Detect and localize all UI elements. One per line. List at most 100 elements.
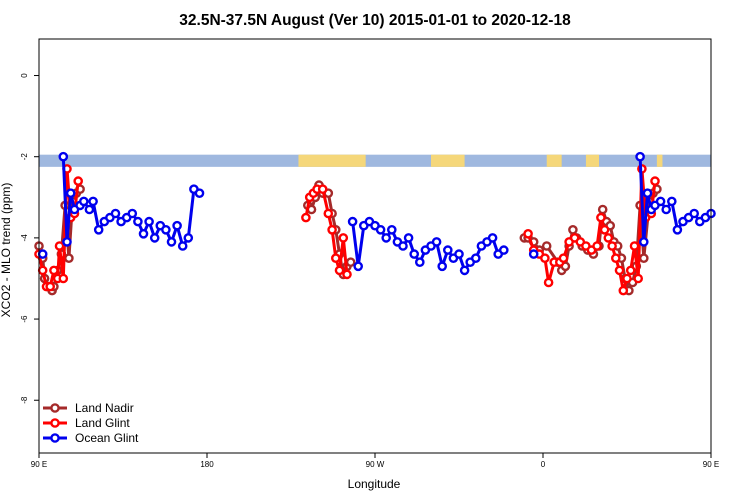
land-glint-point (650, 176, 660, 186)
ocean-glint-point (127, 208, 138, 219)
x-tick-label: 180 (200, 460, 214, 469)
land-glint-point (342, 269, 352, 280)
land-glint-point (540, 253, 550, 264)
ocean-glint-point (672, 224, 683, 235)
ocean-glint-point (431, 237, 442, 247)
ocean-glint-point (149, 233, 160, 243)
legend-label: Land Nadir (75, 401, 134, 415)
y-tick-label: -6 (20, 315, 29, 323)
land-glint-point (323, 208, 334, 219)
land-segment-1 (431, 154, 465, 167)
ocean-glint-point (194, 188, 205, 198)
x-tick-label: 90 E (31, 460, 47, 469)
land-glint-point (599, 224, 610, 235)
ocean-glint-point (403, 233, 414, 243)
y-axis-label: XCO2 - MLO trend (ppm) (0, 183, 13, 318)
y-tick-label: 0 (20, 73, 29, 78)
ocean-glint-point (84, 204, 95, 215)
ocean-glint-point (166, 237, 177, 247)
series-ocean-glint (37, 151, 716, 276)
land-glint-point (58, 273, 69, 284)
land-glint-point (73, 176, 83, 186)
ocean-glint-point (138, 228, 149, 239)
ocean-glint-point (65, 188, 76, 198)
land-segment-4 (656, 154, 663, 167)
ocean-glint-point (172, 220, 182, 231)
land-segment-0 (298, 154, 366, 167)
ocean-glint-point (639, 237, 649, 247)
ocean-glint-point (442, 245, 453, 255)
land-glint-point (543, 277, 554, 288)
land-glint-point (45, 281, 56, 292)
ocean-glint-point (386, 224, 397, 235)
legend-marker (50, 418, 60, 428)
land-glint-point (317, 184, 328, 194)
legend-entry-land-glint: Land Glint (43, 416, 130, 430)
land-glint-point (338, 233, 349, 243)
ocean-glint-point (58, 151, 69, 162)
x-tick-label: 90 W (366, 460, 385, 469)
ocean-glint-point (133, 216, 143, 227)
ocean-glint-point (381, 233, 392, 243)
series-layer (34, 151, 716, 296)
y-tick-label: -4 (20, 234, 29, 242)
ocean-glint-point (93, 224, 104, 235)
land-glint-point (607, 241, 617, 251)
legend-label: Ocean Glint (75, 431, 139, 445)
ocean-glint-point (144, 216, 154, 227)
y-axis: 0 -2 -4 -6 -8 (20, 73, 39, 404)
legend-marker (50, 433, 60, 443)
legend-label: Land Glint (75, 416, 130, 430)
land-glint-point (330, 253, 341, 264)
land-nadir-point (639, 253, 649, 264)
land-glint-point (54, 241, 65, 251)
ocean-band (39, 154, 711, 167)
land-glint-point (611, 253, 621, 264)
land-glint-point (622, 273, 632, 284)
y-tick-label: -2 (20, 153, 29, 161)
land-glint-line-1 (304, 187, 349, 275)
land-segment-3 (585, 154, 599, 167)
land-segment-2 (546, 154, 562, 167)
land-glint-point (301, 212, 311, 223)
ocean-glint-point (528, 249, 539, 259)
land-glint-point (629, 241, 640, 251)
land-nadir-point (568, 224, 578, 235)
ocean-glint-point (37, 249, 48, 259)
ocean-glint-point (79, 196, 89, 207)
ocean-glint-point (454, 249, 464, 259)
ocean-glint-point (487, 233, 498, 243)
y-tick-label: -8 (20, 396, 29, 404)
ocean-glint-point (498, 245, 509, 255)
ocean-glint-point (655, 196, 666, 207)
land-glint-point (49, 265, 59, 276)
land-glint-point (37, 265, 48, 276)
land-nadir-point (541, 241, 552, 251)
ocean-glint-point (689, 208, 700, 219)
ocean-glint-point (110, 208, 121, 219)
ocean-glint-point (642, 188, 653, 198)
land-ocean-band (39, 154, 711, 167)
land-glint-point (558, 253, 569, 264)
ocean-glint-point (398, 241, 408, 251)
x-axis: 90 E 180 90 W 0 90 E (31, 453, 719, 469)
land-glint-point (523, 228, 533, 239)
land-glint-point (614, 265, 625, 276)
ocean-glint-point (177, 241, 188, 251)
ocean-glint-point (635, 151, 645, 162)
series-land-glint (34, 164, 660, 296)
ocean-glint-point (347, 216, 358, 227)
ocean-glint-point (437, 261, 448, 272)
ocean-glint-point (414, 257, 425, 268)
ocean-glint-point (661, 204, 672, 215)
land-nadir-point (597, 204, 608, 215)
legend-entry-ocean-glint: Ocean Glint (43, 431, 139, 445)
legend-entry-land-nadir: Land Nadir (43, 401, 134, 415)
land-nadir-point (64, 253, 74, 264)
x-tick-label: 90 E (703, 460, 719, 469)
land-nadir-point (345, 257, 356, 268)
x-axis-label: Longitude (348, 477, 401, 491)
ocean-glint-point (62, 237, 72, 247)
